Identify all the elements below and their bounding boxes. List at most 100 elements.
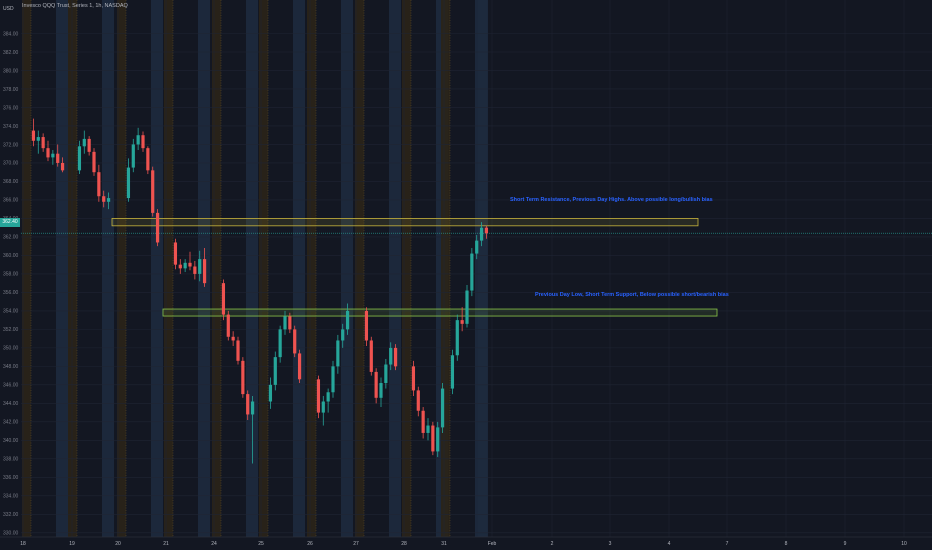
x-tick-label: 26 [307, 541, 313, 547]
candle-body [178, 264, 182, 269]
y-tick-label: 338.00 [3, 457, 19, 463]
candle-body [436, 427, 440, 452]
candle-body [268, 384, 273, 402]
candle-body [374, 371, 378, 398]
session-bands [22, 0, 488, 537]
candle-body [236, 340, 240, 361]
y-tick-label: 378.00 [3, 87, 19, 93]
candle-body [46, 148, 50, 158]
x-tick-label: 28 [401, 541, 407, 547]
y-tick-label: 360.00 [3, 253, 19, 259]
y-tick-label: 342.00 [3, 420, 19, 426]
y-tick-label: 358.00 [3, 272, 19, 278]
candle-body [126, 167, 131, 199]
candle-body [345, 310, 350, 330]
y-tick-label: 366.00 [3, 198, 19, 204]
candle-body [379, 383, 383, 398]
candle-body [106, 198, 111, 202]
candle-body [141, 135, 145, 149]
afterhours-band [259, 0, 268, 537]
candle-body [41, 137, 45, 149]
candle-body [440, 388, 445, 428]
y-tick-label: 350.00 [3, 346, 19, 352]
candle-body [393, 347, 398, 367]
y-tick-label: 340.00 [3, 438, 19, 444]
candle-body [421, 410, 425, 433]
premarket-band [102, 0, 114, 537]
afterhours-band [307, 0, 316, 537]
candle-body [426, 425, 430, 433]
x-tick-label: 27 [353, 541, 359, 547]
x-tick-label: 31 [441, 541, 447, 547]
candle-body [479, 227, 484, 241]
y-tick-label: 362.00 [3, 235, 19, 241]
afterhours-band [164, 0, 173, 537]
resistance-annotation: Short Term Resistance, Previous Day High… [510, 197, 713, 203]
premarket-band [478, 0, 488, 537]
candle-body [316, 379, 321, 413]
candles [31, 118, 489, 464]
afterhours-band [22, 0, 31, 537]
candle-body [102, 196, 106, 202]
candle-body [193, 266, 197, 274]
candle-body [82, 138, 86, 147]
resistance-zone [111, 218, 699, 227]
candle-body [246, 394, 250, 415]
afterhours-band [212, 0, 221, 537]
zones [111, 218, 718, 317]
y-tick-label: 370.00 [3, 161, 19, 167]
candle-body [87, 138, 91, 152]
candle-body [173, 242, 178, 265]
candle-body [389, 347, 393, 365]
x-axis: 18 19 20 21 24 25 26 27 28 31 Feb 2 3 4 7 8 9 10 [0, 536, 932, 547]
y-tick-label: 356.00 [3, 290, 19, 296]
candle-body [470, 253, 474, 291]
afterhours-band [68, 0, 77, 537]
premarket-band [151, 0, 163, 537]
candle-body [51, 153, 55, 158]
premarket-band [389, 0, 401, 537]
candle-body [60, 162, 65, 171]
premarket-band [246, 0, 258, 537]
candle-body [475, 240, 479, 254]
y-tick-label: 354.00 [3, 309, 19, 315]
x-tick-label: 19 [69, 541, 75, 547]
y-tick-label: 368.00 [3, 179, 19, 185]
y-tick-label: 332.00 [3, 512, 19, 518]
y-tick-label: 382.00 [3, 50, 19, 56]
x-tick-label: 21 [163, 541, 169, 547]
candle-body [221, 283, 226, 315]
candle-body [131, 144, 135, 168]
candle-body [77, 146, 82, 171]
afterhours-band [355, 0, 364, 537]
candle-body [384, 364, 388, 384]
candle-body [250, 401, 255, 415]
candle-body [273, 357, 277, 385]
afterhours-band [117, 0, 126, 537]
x-tick-label: 3 [609, 541, 612, 547]
candle-body [411, 366, 416, 391]
candle-body [297, 353, 302, 380]
x-tick-label: 9 [844, 541, 847, 547]
y-tick-label: 346.00 [3, 383, 19, 389]
y-tick-label: 330.00 [3, 531, 19, 537]
candle-body [460, 320, 464, 324]
candle-body [146, 148, 150, 171]
premarket-band [293, 0, 305, 537]
candle-body [92, 151, 96, 173]
x-tick-label: 24 [211, 541, 217, 547]
candle-body [341, 329, 345, 341]
candle-body [155, 212, 160, 243]
candle-body [188, 262, 192, 267]
support-zone [162, 308, 718, 317]
candle-body [326, 392, 330, 402]
y-tick-label: 334.00 [3, 494, 19, 500]
candle-body [484, 227, 489, 234]
x-tick-label: 7 [726, 541, 729, 547]
candle-body [151, 170, 155, 213]
candle-body [136, 135, 140, 145]
grid-lines [21, 0, 932, 537]
candle-body [97, 172, 101, 197]
candle-body [416, 390, 420, 411]
